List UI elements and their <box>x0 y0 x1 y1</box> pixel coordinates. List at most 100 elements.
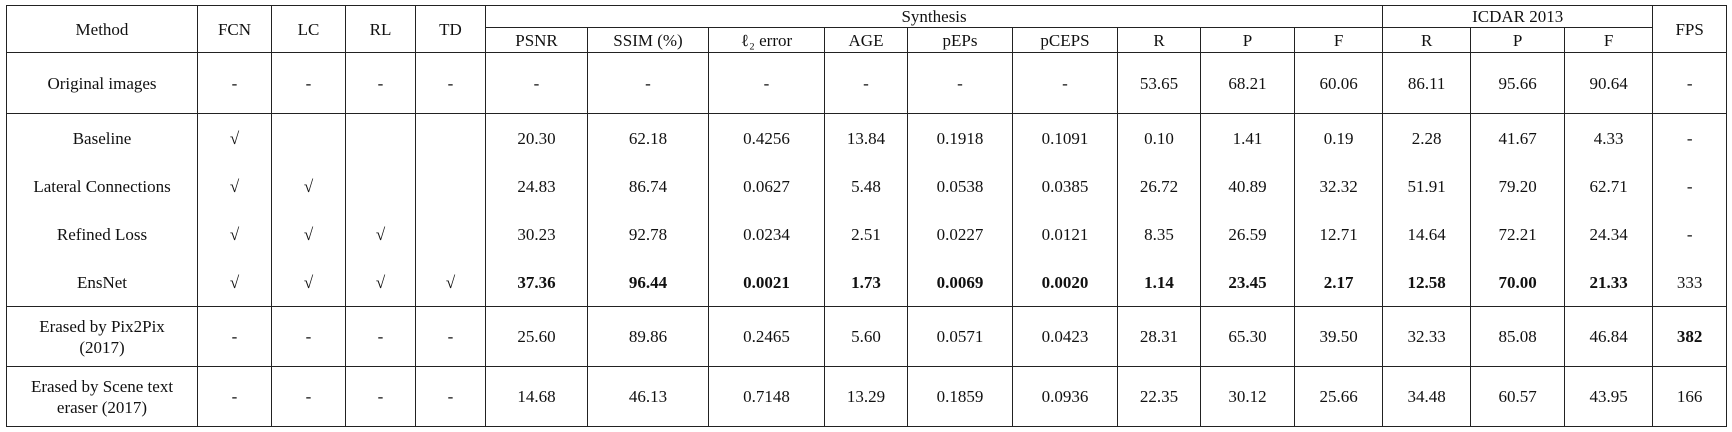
table-cell: 25.60 <box>485 306 588 367</box>
table-row: Erased by Scene text eraser (2017) - - - -14… <box>6 366 1728 427</box>
table-cell: 20.30 <box>485 113 588 162</box>
table-cell: 65.30 <box>1200 306 1295 367</box>
table-cell: 166 <box>1652 366 1728 427</box>
table-cell: - <box>345 366 416 427</box>
table-cell: √ <box>271 210 346 258</box>
table-cell: 25.66 <box>1293 366 1384 427</box>
table-cell: 382 <box>1652 306 1728 367</box>
column-header: F <box>1564 27 1654 53</box>
method-name: Refined Loss <box>6 210 198 258</box>
table-cell: - <box>271 52 346 114</box>
method-name: Lateral Connections <box>6 162 198 210</box>
table-cell: 62.71 <box>1564 162 1654 210</box>
row-group: Erased by Scene text eraser (2017) - - - -14… <box>6 366 1728 427</box>
table-cell: 89.86 <box>587 306 709 367</box>
table-cell <box>415 162 486 210</box>
table-cell <box>271 113 346 162</box>
table-cell: - <box>1652 52 1728 114</box>
table-cell: 62.18 <box>587 113 709 162</box>
table-cell: 2.28 <box>1382 113 1472 162</box>
table-cell: 0.1091 <box>1012 113 1118 162</box>
column-header: P <box>1200 27 1295 53</box>
table-cell: - <box>485 52 588 114</box>
table-cell: 28.31 <box>1117 306 1201 367</box>
column-header: P <box>1470 27 1566 53</box>
column-header: AGE <box>824 27 908 53</box>
table-cell: 14.68 <box>485 366 588 427</box>
table-cell: 60.06 <box>1293 52 1384 114</box>
row-group: Baseline √ 20.30 62.18 0.4256 13.84 0.1918 0.10… <box>6 113 1728 307</box>
method-name: Erased by Pix2Pix (2017) <box>6 306 198 367</box>
table-cell <box>415 210 486 258</box>
table-cell: √ <box>197 258 272 307</box>
table-cell: - <box>907 52 1013 114</box>
table-cell: 0.4256 <box>708 113 825 162</box>
table-cell: √ <box>345 210 416 258</box>
table-cell: 0.1918 <box>907 113 1013 162</box>
table-cell: 30.23 <box>485 210 588 258</box>
table-cell: 22.35 <box>1117 366 1201 427</box>
table-cell: 26.72 <box>1117 162 1201 210</box>
table-cell: 13.84 <box>824 113 908 162</box>
table-row: Refined Loss √ √ √ 30.23 92.78 0.0234 2.51 0.022… <box>6 210 1728 258</box>
table-cell: √ <box>415 258 486 307</box>
table-cell: 60.57 <box>1470 366 1566 427</box>
table-cell: 0.0538 <box>907 162 1013 210</box>
table-cell: 37.36 <box>485 258 588 307</box>
table-cell: 0.10 <box>1117 113 1201 162</box>
table-cell: 39.50 <box>1293 306 1384 367</box>
table-cell <box>345 113 416 162</box>
column-header: pEPs <box>907 27 1013 53</box>
table-cell: - <box>415 52 486 114</box>
table-cell: 5.48 <box>824 162 908 210</box>
table-cell: 13.29 <box>824 366 908 427</box>
table-cell: 0.0385 <box>1012 162 1118 210</box>
table-cell: 1.14 <box>1117 258 1201 307</box>
table-cell: 24.34 <box>1564 210 1654 258</box>
row-group: Original images - - - - - - - - - -53.65 68.21 60.06… <box>6 52 1728 114</box>
table-cell: √ <box>197 113 272 162</box>
table-cell: 90.64 <box>1564 52 1654 114</box>
table-cell: 0.2465 <box>708 306 825 367</box>
table-cell: 51.91 <box>1382 162 1472 210</box>
table-cell: 32.33 <box>1382 306 1472 367</box>
table-row: Erased by Pix2Pix (2017) - - - -25.60 89.86 0.… <box>6 306 1728 367</box>
table-cell: 70.00 <box>1470 258 1566 307</box>
table-cell: - <box>415 306 486 367</box>
table-cell: - <box>1652 162 1728 210</box>
table-cell: 0.0227 <box>907 210 1013 258</box>
table-cell: 79.20 <box>1470 162 1566 210</box>
group-header: ICDAR 2013 <box>1382 5 1654 28</box>
table-cell: 0.0069 <box>907 258 1013 307</box>
column-header: FPS <box>1652 5 1728 53</box>
table-cell: 0.0423 <box>1012 306 1118 367</box>
table-cell: 46.13 <box>587 366 709 427</box>
table-cell: 14.64 <box>1382 210 1472 258</box>
table-cell: 0.0571 <box>907 306 1013 367</box>
header-row: PSNR SSIM (%) ℓ₂ error AGE pEPs pCEPS R P F R P F <box>7 27 1727 53</box>
table-cell: √ <box>271 258 346 307</box>
row-group: Erased by Pix2Pix (2017) - - - -25.60 89.86 0.… <box>6 306 1728 367</box>
table-cell: - <box>197 306 272 367</box>
column-header: F <box>1293 27 1384 53</box>
table-cell: 2.17 <box>1293 258 1384 307</box>
table-cell: - <box>1652 113 1728 162</box>
table-row: Lateral Connections √ √ 24.83 86.74 0.0627 5.4… <box>6 162 1728 210</box>
table-cell: - <box>824 52 908 114</box>
table-cell: - <box>1652 210 1728 258</box>
table-cell: 95.66 <box>1470 52 1566 114</box>
table-header: Method FCN LC RL TD Synthesis ICDAR 2013 FPS PSN… <box>6 5 1728 53</box>
group-header: Synthesis <box>484 5 1384 28</box>
table-cell: 46.84 <box>1564 306 1654 367</box>
column-header: LC <box>271 5 346 53</box>
table-cell: - <box>197 52 272 114</box>
table-cell: √ <box>197 210 272 258</box>
table-cell: - <box>415 366 486 427</box>
table-cell: 0.0936 <box>1012 366 1118 427</box>
table-cell: 72.21 <box>1470 210 1566 258</box>
table-cell: 12.58 <box>1382 258 1472 307</box>
table-row: Baseline √ 20.30 62.18 0.4256 13.84 0.1918 0.10… <box>6 113 1728 162</box>
table-cell: 1.41 <box>1200 113 1295 162</box>
table-cell: - <box>271 306 346 367</box>
